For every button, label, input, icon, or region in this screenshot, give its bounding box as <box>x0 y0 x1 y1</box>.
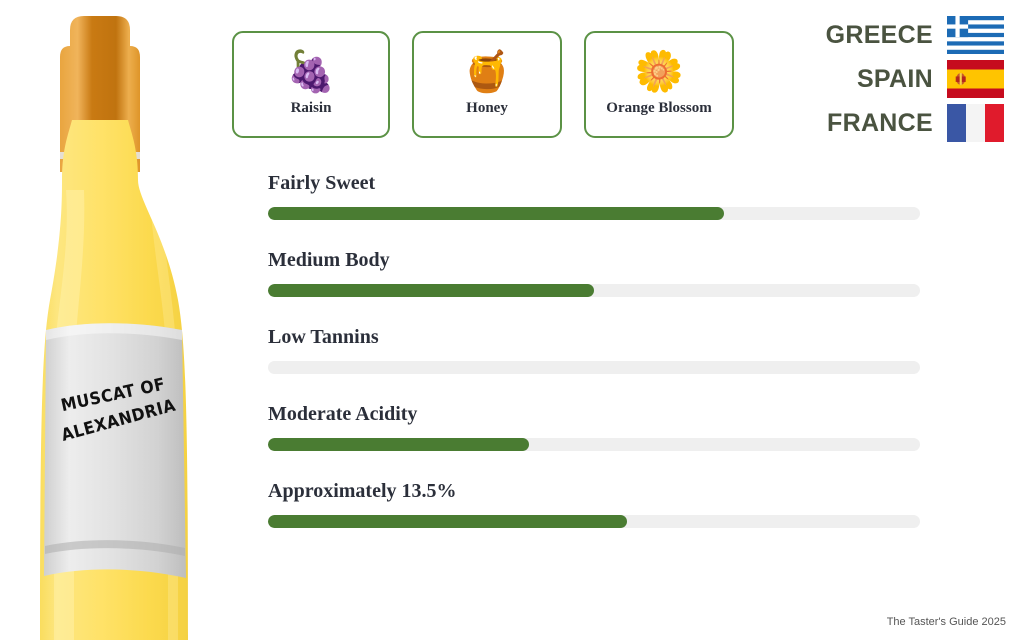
country-row-greece: GREECE <box>825 16 1004 54</box>
attribute-label: Fairly Sweet <box>268 172 376 194</box>
attribute-track <box>268 361 920 374</box>
bottle-label <box>44 323 186 578</box>
flavor-card-label: Raisin <box>290 100 332 116</box>
flavor-card-honey[interactable]: 🍯 Honey <box>412 31 562 138</box>
country-label: GREECE <box>825 20 933 49</box>
flavor-card-label: Honey <box>466 100 508 116</box>
flavor-card-row: 🍇 Raisin 🍯 Honey 🌼 Orange Blossom <box>232 31 734 138</box>
flavor-card-label: Orange Blossom <box>606 100 712 116</box>
origin-country-list: GREECE SPAIN <box>825 16 1004 142</box>
attribute-sweetness: Fairly Sweet <box>268 172 920 220</box>
greece-flag-icon <box>947 16 1004 54</box>
attribute-label: Medium Body <box>268 249 390 271</box>
country-label: FRANCE <box>827 108 933 137</box>
footer-credit: The Taster's Guide 2025 <box>886 616 1006 628</box>
orange-blossom-icon: 🌼 <box>634 49 684 95</box>
attribute-track <box>268 284 920 297</box>
attribute-track <box>268 515 920 528</box>
country-label: SPAIN <box>856 64 933 93</box>
france-flag-icon <box>947 104 1004 142</box>
wine-attribute-chart: Fairly Sweet Medium Body Low Tannins Mod… <box>268 172 920 528</box>
wine-bottle-panel: MUSCAT OF ALEXANDRIA <box>0 0 230 640</box>
attribute-fill <box>268 438 529 451</box>
attribute-label: Moderate Acidity <box>268 403 418 425</box>
attribute-tannins: Low Tannins <box>268 326 920 374</box>
flavor-card-raisin[interactable]: 🍇 Raisin <box>232 31 390 138</box>
attribute-track <box>268 207 920 220</box>
grapes-icon: 🍇 <box>286 49 336 95</box>
attribute-alcohol: Approximately 13.5% <box>268 480 920 528</box>
attribute-acidity: Moderate Acidity <box>268 403 920 451</box>
attribute-label: Approximately 13.5% <box>268 480 457 502</box>
attribute-fill <box>268 515 627 528</box>
attribute-fill <box>268 284 594 297</box>
spain-flag-icon <box>947 60 1004 98</box>
honey-pot-icon: 🍯 <box>462 49 512 95</box>
attribute-body: Medium Body <box>268 249 920 297</box>
country-row-spain: SPAIN <box>826 60 1004 98</box>
wine-bottle-illustration <box>40 16 188 640</box>
flavor-card-orange-blossom[interactable]: 🌼 Orange Blossom <box>584 31 734 138</box>
attribute-label: Low Tannins <box>268 326 379 348</box>
attribute-track <box>268 438 920 451</box>
attribute-fill <box>268 207 725 220</box>
country-row-france: FRANCE <box>826 104 1004 142</box>
